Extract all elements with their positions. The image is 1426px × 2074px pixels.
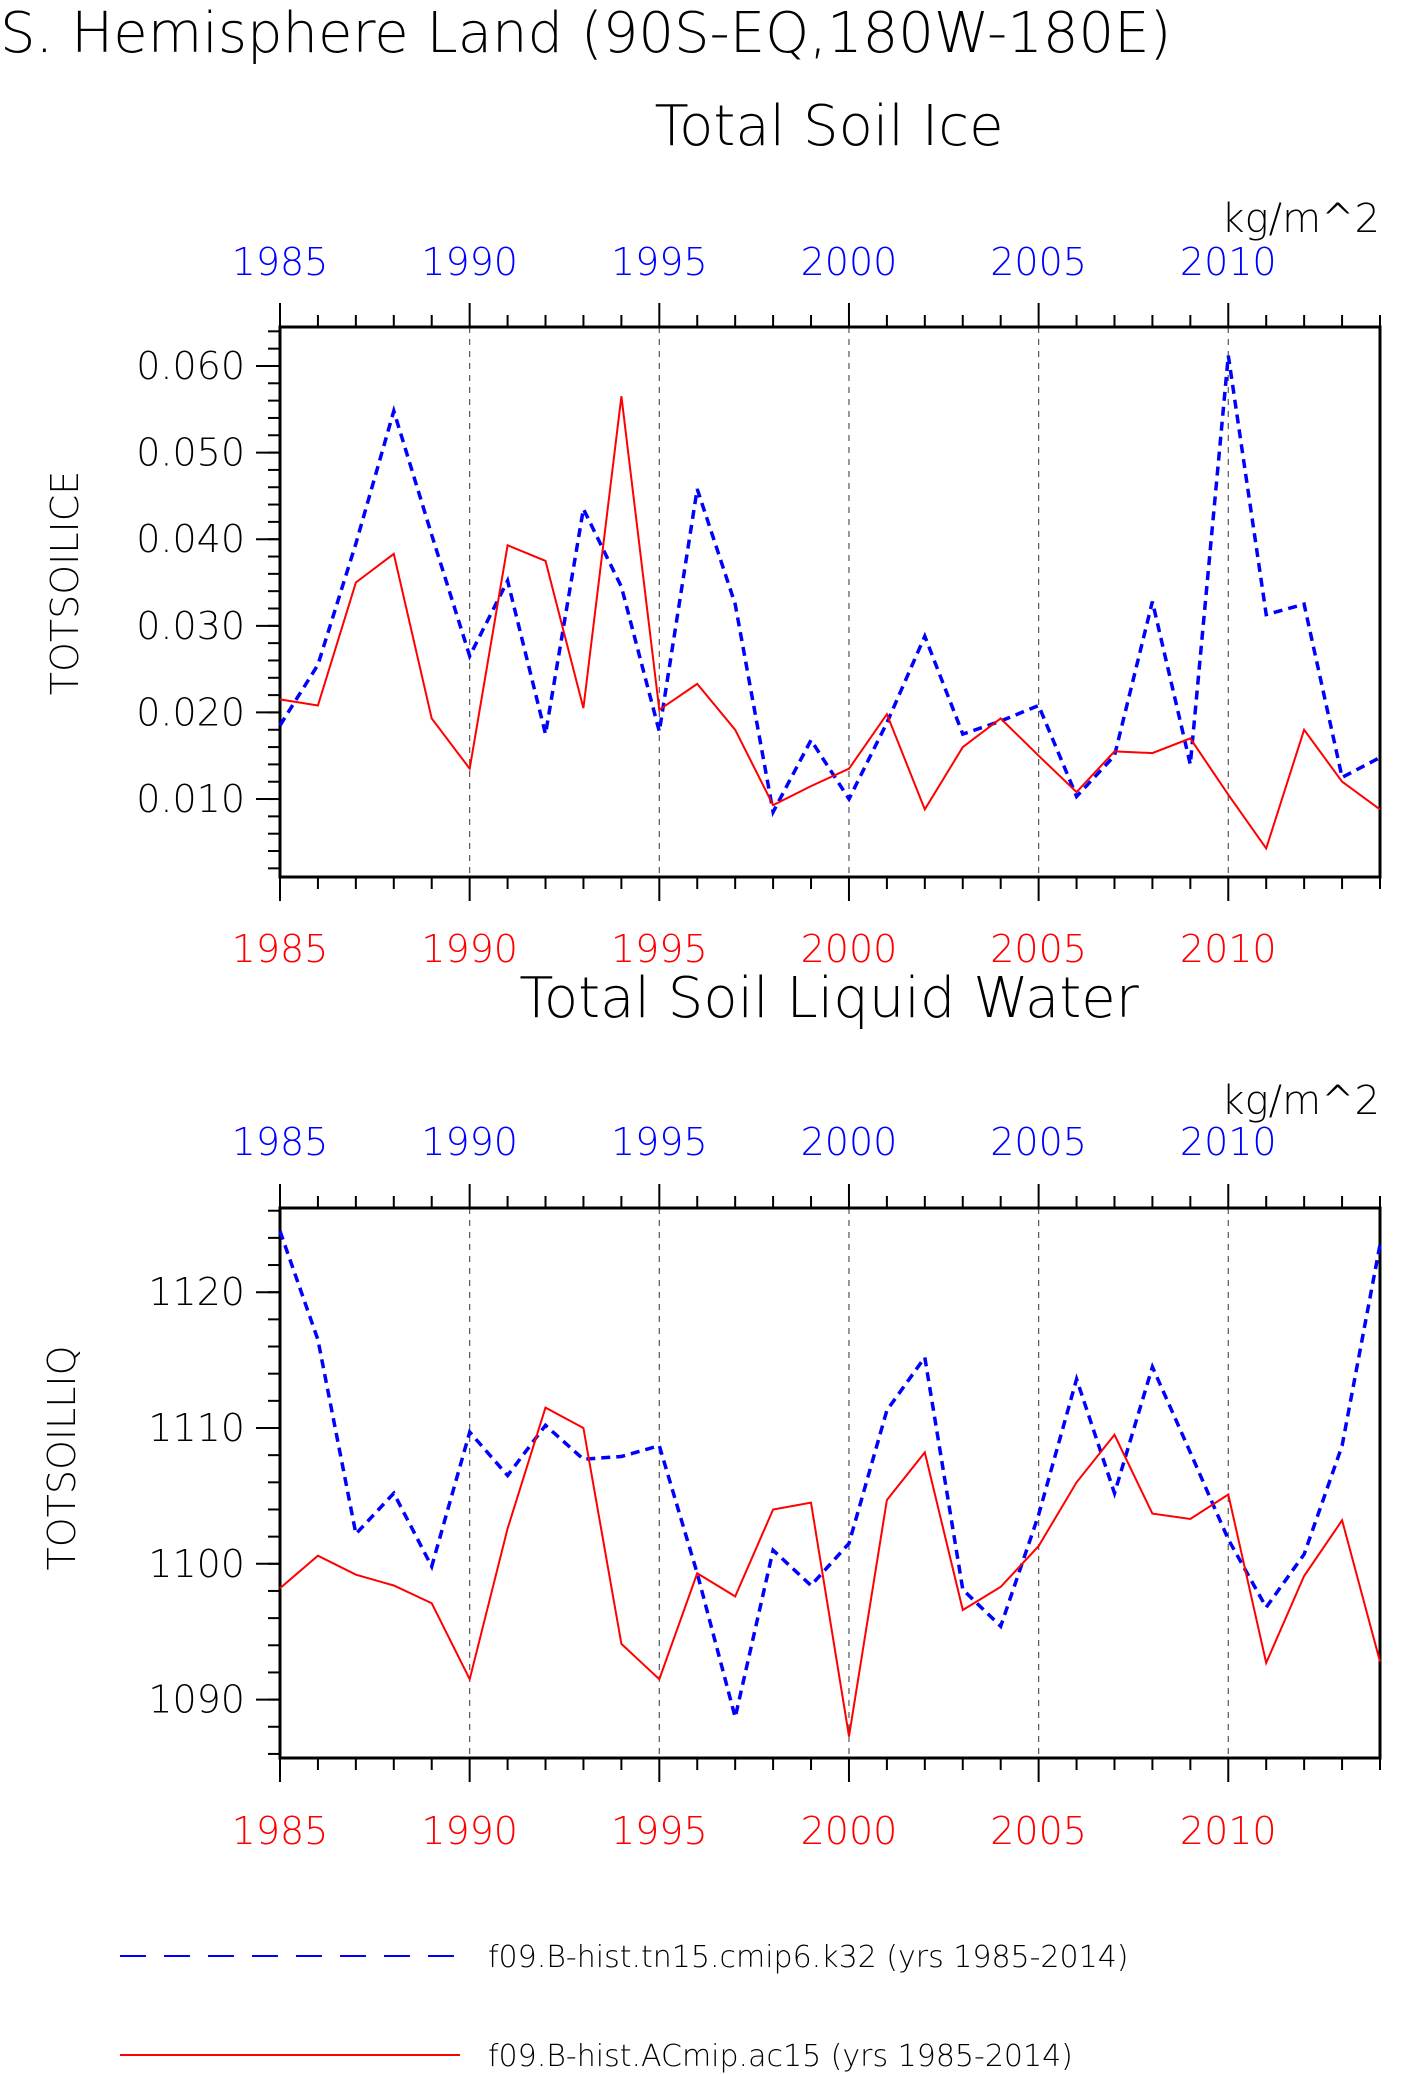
plot-frame — [278, 1206, 1382, 1760]
y-tick-label: 0.020 — [136, 690, 245, 734]
x-tick-label-bottom: 1990 — [421, 1809, 518, 1853]
figure-title: S. Hemisphere Land (90S-EQ,180W-180E) — [0, 1, 1171, 66]
series-line-acmip — [279, 1406, 1381, 1737]
y-tick-label: 1120 — [148, 1270, 245, 1314]
x-tick-label-bottom: 2005 — [990, 927, 1087, 971]
x-tick-label-bottom: 1995 — [611, 927, 708, 971]
series-line-acmip — [279, 396, 1381, 851]
y-tick-label: 0.030 — [136, 604, 245, 648]
legend-label-1: f09.B-hist.tn15.cmip6.k32 (yrs 1985-2014… — [488, 1940, 1129, 1975]
x-tick-label-top: 1985 — [232, 240, 329, 284]
x-tick-label-top: 1985 — [232, 1120, 329, 1164]
legend-label-2: f09.B-hist.ACmip.ac15 (yrs 1985-2014) — [488, 2039, 1073, 2074]
y-tick-label: 1090 — [148, 1678, 245, 1722]
panel-2-units: kg/m^2 — [1221, 1078, 1380, 1124]
x-tick-label-bottom: 1995 — [611, 1809, 708, 1853]
x-tick-label-top: 1990 — [421, 240, 518, 284]
x-tick-label-bottom: 2000 — [801, 927, 898, 971]
x-tick-label-top: 1995 — [611, 240, 708, 284]
x-tick-label-bottom: 2010 — [1180, 927, 1277, 971]
y-tick-label: 0.060 — [136, 344, 245, 388]
panel-2-title: Total Soil Liquid Water — [519, 966, 1139, 1031]
legend: f09.B-hist.tn15.cmip6.k32 (yrs 1985-2014… — [120, 1940, 1129, 2074]
y-tick-label: 0.040 — [136, 517, 245, 561]
y-tick-label: 1100 — [148, 1542, 245, 1586]
panel-2-y-axis-label: TOTSOILLIQ — [40, 1345, 84, 1570]
x-tick-label-top: 2005 — [990, 240, 1087, 284]
x-tick-label-bottom: 2005 — [990, 1809, 1087, 1853]
x-tick-label-bottom: 1985 — [232, 1809, 329, 1853]
panel-2-plot: 1985 1985 1990 1990 1995 1995 2000 2000 2005 2005… — [148, 1120, 1382, 1853]
plot-frame — [278, 325, 1382, 879]
x-tick-label-top: 2010 — [1180, 1120, 1277, 1164]
x-tick-label-top: 1990 — [421, 1120, 518, 1164]
x-tick-label-top: 2000 — [801, 240, 898, 284]
x-tick-label-bottom: 2000 — [801, 1809, 898, 1853]
panel-1-y-axis-label: TOTSOILICE — [43, 471, 87, 696]
x-tick-label-bottom: 2010 — [1180, 1809, 1277, 1853]
panel-soil-ice: Total Soil Ice kg/m^2 TOTSOILICE 1985198… — [43, 94, 1382, 971]
x-tick-label-top: 1995 — [611, 1120, 708, 1164]
x-tick-label-bottom: 1990 — [421, 927, 518, 971]
x-tick-label-top: 2000 — [801, 1120, 898, 1164]
x-tick-label-top: 2010 — [1180, 240, 1277, 284]
y-tick-label: 0.050 — [136, 431, 245, 475]
series-line-tn15 — [278, 1230, 1382, 1718]
panel-1-units: kg/m^2 — [1221, 196, 1380, 242]
panel-1-plot: 1985 1985 1990 1990 1995 1995 2000 2000 2005 2005… — [136, 240, 1382, 971]
y-tick-label: 0.010 — [136, 777, 245, 821]
x-tick-label-top: 2005 — [990, 1120, 1087, 1164]
panel-soil-liquid: Total Soil Liquid Water kg/m^2 TOTSOILLI… — [40, 966, 1382, 1853]
panel-1-title: Total Soil Ice — [654, 94, 1003, 159]
x-tick-label-bottom: 1985 — [232, 927, 329, 971]
y-tick-label: 1110 — [148, 1406, 245, 1450]
series-line-tn15 — [278, 355, 1381, 818]
